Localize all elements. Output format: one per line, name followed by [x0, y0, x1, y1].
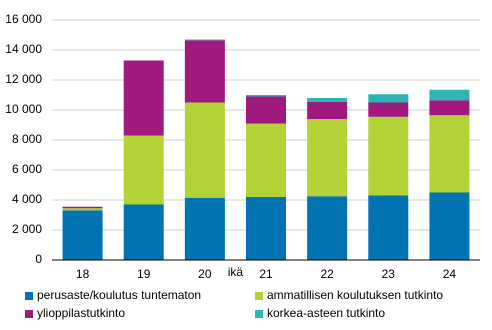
bar-segment: [246, 123, 286, 197]
bar-segment: [368, 195, 409, 260]
bar-segment: [184, 197, 225, 260]
x-tick-label: 22: [320, 267, 334, 281]
legend-swatch: [25, 310, 33, 318]
x-tick-label: 23: [382, 267, 396, 281]
bar-segment: [123, 60, 164, 136]
y-tick-label: 8 000: [12, 132, 42, 146]
legend-label: perusaste/koulutus tuntematon: [37, 288, 201, 302]
bar-segment: [62, 206, 103, 209]
bar-segment: [307, 98, 348, 102]
bar-segment: [368, 94, 409, 103]
x-tick-label: 19: [137, 267, 151, 281]
bar-segment: [429, 115, 470, 193]
y-tick-label: 12 000: [5, 72, 42, 86]
y-tick-label: 10 000: [5, 102, 42, 116]
bar-segment: [246, 95, 286, 97]
legend-label: ylioppilastutkinto: [37, 306, 125, 320]
x-tick-label: 18: [76, 267, 90, 281]
bar-segment: [429, 192, 470, 260]
x-tick-label: 20: [198, 267, 212, 281]
legend-swatch: [255, 310, 263, 318]
x-tick-label: 21: [259, 267, 273, 281]
bar-segment: [307, 101, 348, 119]
y-tick-label: 2 000: [12, 222, 42, 236]
y-tick-label: 0: [35, 252, 42, 266]
bar-segment: [368, 102, 409, 117]
y-tick-label: 16 000: [5, 12, 42, 26]
bar-segment: [307, 119, 348, 197]
y-tick-label: 6 000: [12, 162, 42, 176]
bar-segment: [184, 40, 225, 103]
legend-label: korkea-asteen tutkinto: [267, 306, 385, 320]
x-axis-label: ikä: [228, 265, 244, 279]
bar-segment: [429, 89, 470, 101]
bar-segment: [368, 116, 409, 196]
legend-swatch: [25, 292, 33, 300]
bar-segment: [246, 96, 286, 124]
bar-segment: [123, 135, 164, 205]
bar-segment: [123, 204, 164, 260]
bar-segment: [62, 210, 103, 260]
bar-segment: [307, 196, 348, 260]
x-tick-label: 24: [443, 267, 457, 281]
bar-segment: [62, 208, 103, 211]
y-tick-label: 4 000: [12, 192, 42, 206]
y-tick-label: 14 000: [5, 42, 42, 56]
legend-label: ammatillisen koulutuksen tutkinto: [267, 288, 443, 302]
bar-segment: [184, 39, 225, 41]
bar-segment: [429, 100, 470, 116]
bar-segment: [246, 197, 286, 260]
bar-segment: [184, 102, 225, 198]
legend-swatch: [255, 292, 263, 300]
